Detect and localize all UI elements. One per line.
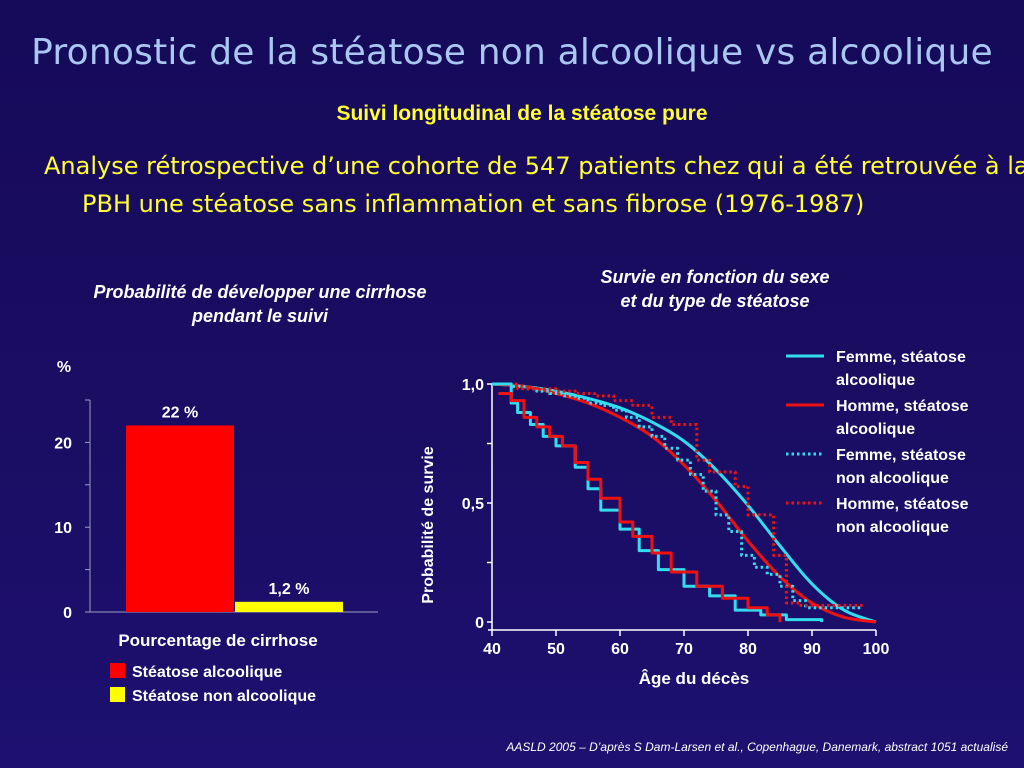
legend-label-femme-non-alcoolique-line2: non alcoolique: [836, 470, 949, 487]
survival-chart-title-line1: Survie en fonction du sexe: [600, 267, 830, 287]
survival-chart-title-line2: et du type de stéatose: [620, 291, 810, 311]
survival-x-tick-label: 90: [803, 641, 821, 658]
survival-y-tick-label: 0,5: [462, 496, 484, 513]
survival-chart-title: Survie en fonction du sexe et du type de…: [560, 265, 870, 313]
legend-label-homme-alcoolique-line2: alcoolique: [836, 421, 915, 438]
intro-paragraph: Analyse rétrospective d’une cohorte de 5…: [44, 152, 1024, 218]
femme-alcoolique-line: [491, 382, 877, 624]
slide-title: Pronostic de la stéatose non alcoolique …: [31, 32, 993, 73]
bar-chart: 0 10 20 22 % 1,2 % % Pourcentage de cirrhos…: [54, 359, 378, 705]
legend-label-femme-non-alcoolique-line1: Femme, stéatose: [836, 447, 966, 464]
legend-label-homme-non-alcoolique-line1: Homme, stéatose: [836, 496, 969, 513]
survival-x-tick-label: 60: [611, 641, 629, 658]
bar-y-unit: %: [57, 359, 71, 376]
survival-x-tick-label: 50: [547, 641, 565, 658]
bar-y-tick-label: 20: [54, 435, 72, 452]
legend-label-non-alcoolique: Stéatose non alcoolique: [132, 688, 316, 705]
bar-non-alcoolique: [235, 601, 343, 612]
legend-label-homme-non-alcoolique-line2: non alcoolique: [836, 519, 949, 536]
legend-label-femme-alcoolique-line1: Femme, stéatose: [836, 349, 966, 366]
survival-legend: Femme, stéatose alcoolique Homme, stéatose…: [786, 349, 969, 536]
femme-non-alcoolique-line: [498, 382, 864, 610]
legend-swatch-alcoolique: [110, 663, 125, 678]
bar-x-label: Pourcentage de cirrhose: [118, 631, 317, 650]
bar-y-tick-label: 0: [63, 605, 72, 622]
bar-y-tick-label: 10: [54, 520, 72, 537]
bar-value-label: 22 %: [162, 404, 198, 421]
slide-subtitle: Suivi longitudinal de la stéatose pure: [336, 102, 708, 125]
homme-observed-step: [498, 392, 782, 622]
survival-x-tick-label: 80: [739, 641, 757, 658]
survival-y-tick-label: 1,0: [462, 377, 484, 394]
legend-label-homme-alcoolique-line1: Homme, stéatose: [836, 398, 969, 415]
survival-x-label: Âge du décès: [639, 669, 750, 688]
survival-y-tick-label: 0: [475, 615, 484, 632]
survival-x-tick-label: 100: [863, 641, 890, 658]
survival-x-tick-label: 70: [675, 641, 693, 658]
bar-chart-title-line2: pendant le suivi: [191, 306, 329, 326]
femme-observed-step: [492, 382, 824, 622]
bar-alcoolique: [126, 425, 234, 612]
survival-chart: 0 0,5 1,0 40 50 60 70 80 90 100 Probabilité de su…: [420, 349, 969, 688]
legend-label-femme-alcoolique-line2: alcoolique: [836, 372, 915, 389]
survival-y-label: Probabilité de survie: [420, 446, 437, 603]
legend-label-alcoolique: Stéatose alcoolique: [132, 664, 282, 681]
bar-value-label: 1,2 %: [269, 581, 310, 598]
source-citation: AASLD 2005 – D’après S Dam-Larsen et al.…: [506, 740, 1008, 754]
survival-x-tick-label: 40: [483, 641, 501, 658]
legend-swatch-non-alcoolique: [110, 687, 125, 702]
bar-chart-title-line1: Probabilité de développer une cirrhose: [93, 282, 427, 302]
bar-chart-title: Probabilité de développer une cirrhose p…: [40, 280, 480, 328]
